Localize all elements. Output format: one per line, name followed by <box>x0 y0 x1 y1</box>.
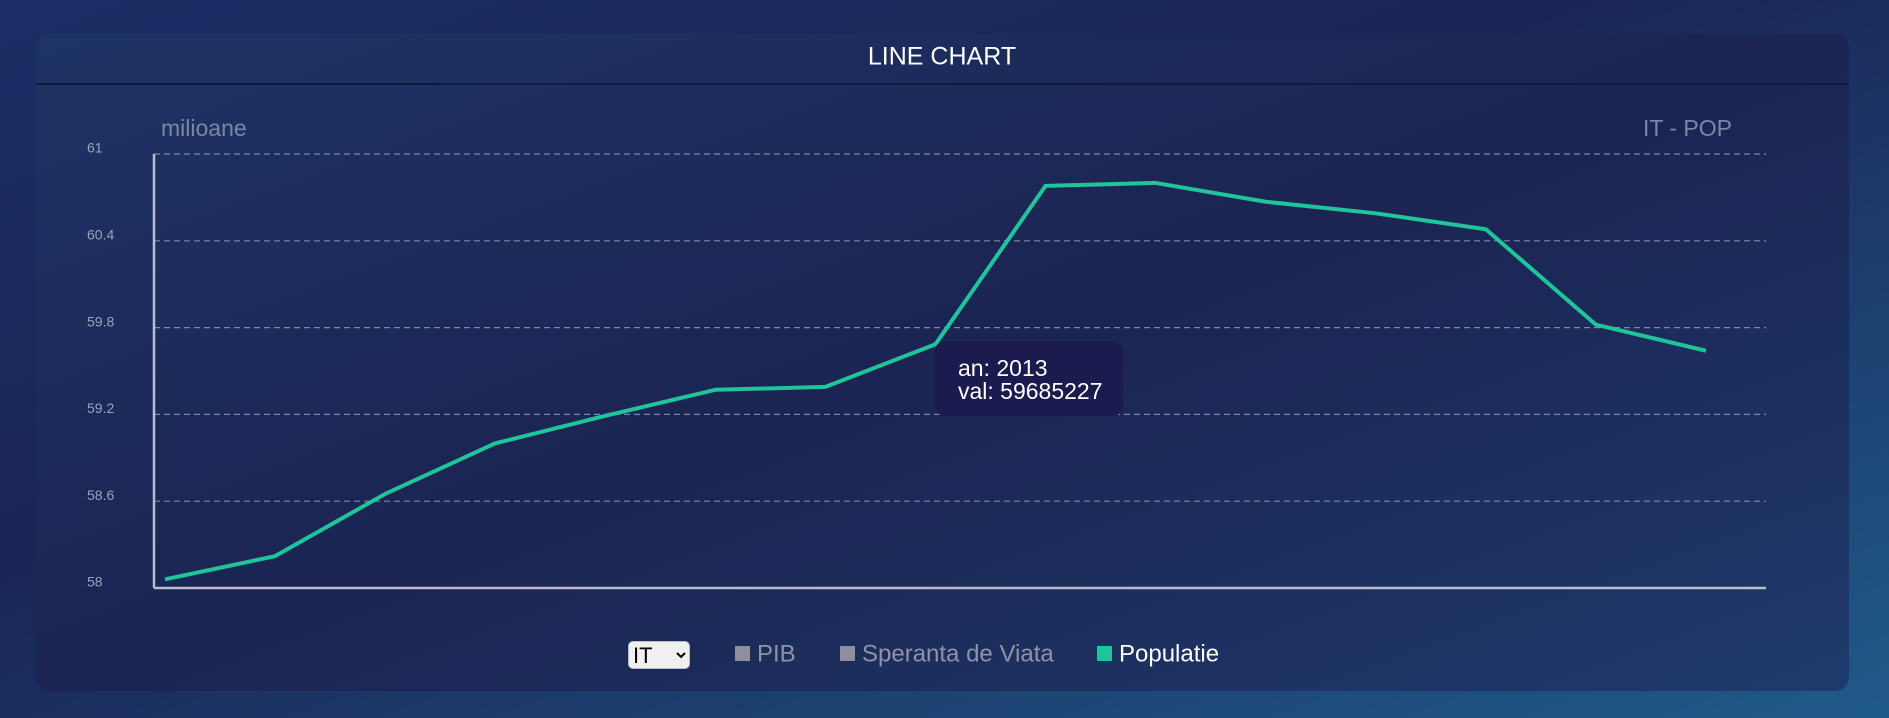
tooltip-box <box>935 341 1123 416</box>
legend-label[interactable]: Populatie <box>1119 640 1219 667</box>
y-axis-label: milioane <box>161 115 247 141</box>
tooltip-year: an: 2013 <box>958 355 1048 381</box>
y-tick-label: 59.8 <box>87 313 114 329</box>
legend-swatch[interactable] <box>1097 646 1112 661</box>
y-tick-label: 58 <box>87 574 103 590</box>
y-tick-label: 58.6 <box>87 487 114 503</box>
tooltip-value: val: 59685227 <box>958 378 1103 404</box>
legend-swatch[interactable] <box>840 646 855 661</box>
data-line <box>164 180 1707 582</box>
country-select[interactable]: IT <box>628 641 690 669</box>
y-tick-label: 59.2 <box>87 400 114 416</box>
legend-label[interactable]: Speranta de Viata <box>862 640 1054 667</box>
chart-title: LINE CHART <box>868 43 1016 71</box>
y-tick-label: 61 <box>87 140 103 156</box>
corner-label: IT - POP <box>1643 115 1732 141</box>
legend-label[interactable]: PIB <box>757 640 796 667</box>
legend-swatch[interactable] <box>735 646 750 661</box>
y-tick-label: 60.4 <box>87 227 114 243</box>
